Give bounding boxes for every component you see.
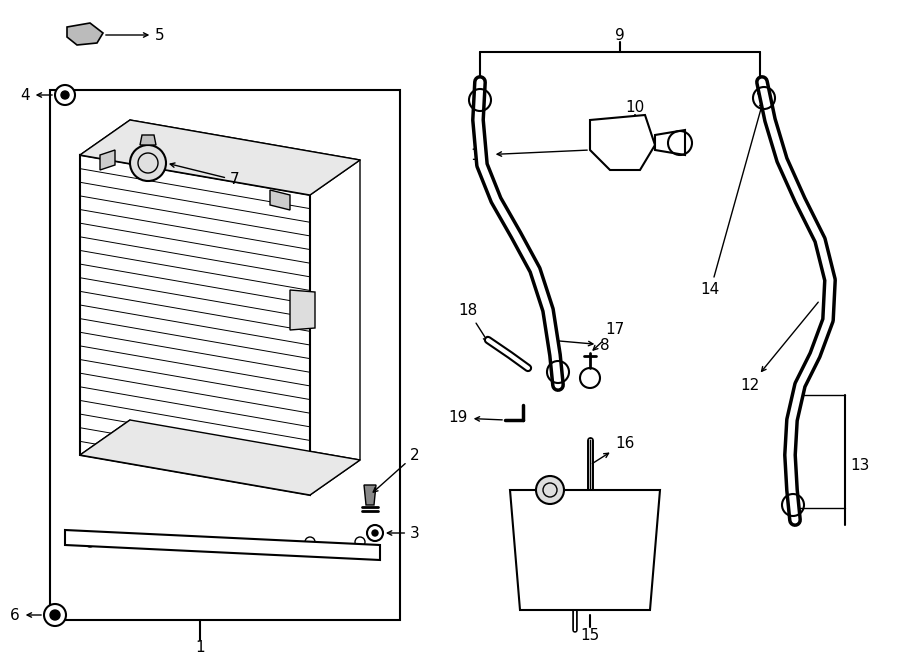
Polygon shape	[364, 485, 376, 505]
Text: 9: 9	[615, 28, 625, 42]
Text: 7: 7	[170, 163, 239, 188]
Circle shape	[55, 85, 75, 105]
Text: 1: 1	[195, 641, 205, 656]
Text: 10: 10	[626, 100, 644, 114]
Text: 15: 15	[580, 627, 599, 642]
Polygon shape	[270, 190, 290, 210]
Circle shape	[50, 610, 60, 620]
Text: 19: 19	[448, 410, 502, 426]
Text: 11: 11	[471, 147, 587, 163]
Text: 17: 17	[593, 323, 625, 350]
Text: 5: 5	[106, 28, 165, 42]
Text: 8: 8	[551, 338, 609, 352]
Text: 16: 16	[592, 436, 634, 463]
Polygon shape	[510, 490, 660, 610]
Text: 18: 18	[458, 303, 488, 341]
Text: 2: 2	[374, 447, 419, 492]
Text: 6: 6	[10, 607, 41, 623]
Circle shape	[536, 476, 564, 504]
Circle shape	[580, 368, 600, 388]
Polygon shape	[590, 115, 655, 170]
Polygon shape	[80, 420, 360, 495]
Polygon shape	[80, 120, 360, 195]
Polygon shape	[80, 155, 310, 495]
Text: 13: 13	[850, 457, 869, 473]
Bar	[50, 90, 400, 620]
Text: 4: 4	[21, 87, 52, 102]
Circle shape	[44, 604, 66, 626]
Polygon shape	[140, 135, 156, 145]
Circle shape	[372, 530, 378, 536]
Polygon shape	[65, 530, 380, 560]
Polygon shape	[100, 150, 115, 170]
Polygon shape	[67, 23, 103, 45]
Polygon shape	[290, 290, 315, 330]
Polygon shape	[655, 130, 685, 155]
Circle shape	[61, 91, 69, 99]
Text: 12: 12	[741, 302, 818, 393]
Text: 14: 14	[701, 102, 764, 297]
Text: 3: 3	[387, 525, 419, 541]
Circle shape	[130, 145, 166, 181]
